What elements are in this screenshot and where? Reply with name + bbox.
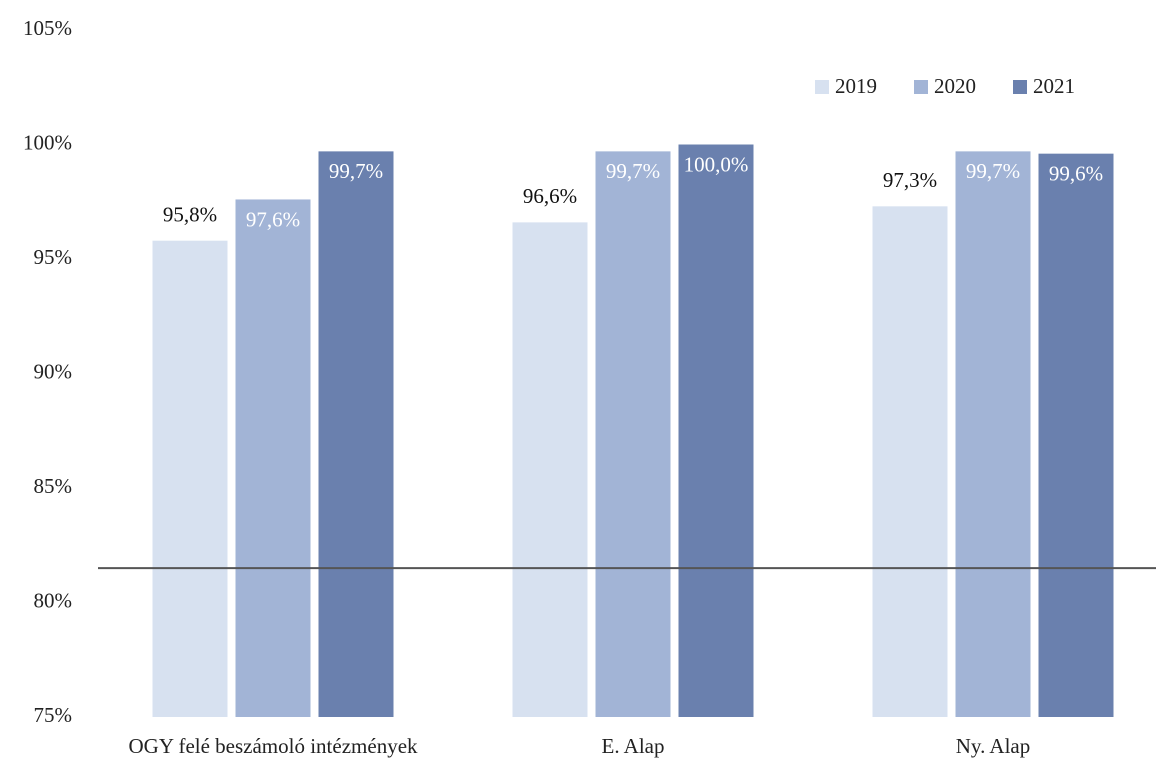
data-label: 99,7% xyxy=(606,159,660,183)
bar xyxy=(872,206,948,717)
legend-swatch xyxy=(914,80,928,94)
y-tick-label: 75% xyxy=(34,703,73,727)
data-label: 96,6% xyxy=(523,184,577,208)
y-tick-label: 85% xyxy=(34,474,73,498)
data-label: 97,3% xyxy=(883,168,937,192)
legend-label: 2021 xyxy=(1033,74,1075,98)
bar xyxy=(678,144,754,717)
y-tick-label: 95% xyxy=(34,245,73,269)
data-label: 100,0% xyxy=(684,152,749,176)
data-label: 99,7% xyxy=(329,159,383,183)
x-tick-label: Ny. Alap xyxy=(956,734,1030,758)
bar xyxy=(235,199,311,717)
bar xyxy=(955,151,1031,717)
y-tick-label: 80% xyxy=(34,588,73,612)
bar xyxy=(512,222,588,718)
legend-label: 2020 xyxy=(934,74,976,98)
data-label: 99,6% xyxy=(1049,161,1103,185)
y-tick-label: 105% xyxy=(23,16,72,40)
legend-swatch xyxy=(1013,80,1027,94)
x-tick-label: OGY felé beszámoló intézmények xyxy=(128,734,418,758)
bar xyxy=(1038,153,1114,717)
bar xyxy=(318,151,394,717)
y-tick-label: 90% xyxy=(34,359,73,383)
x-tick-label: E. Alap xyxy=(602,734,665,758)
legend-swatch xyxy=(815,80,829,94)
legend-label: 2019 xyxy=(835,74,877,98)
data-label: 95,8% xyxy=(163,202,217,226)
bar xyxy=(152,240,228,717)
y-tick-label: 100% xyxy=(23,130,72,154)
data-label: 97,6% xyxy=(246,207,300,231)
bar xyxy=(595,151,671,717)
data-label: 99,7% xyxy=(966,159,1020,183)
